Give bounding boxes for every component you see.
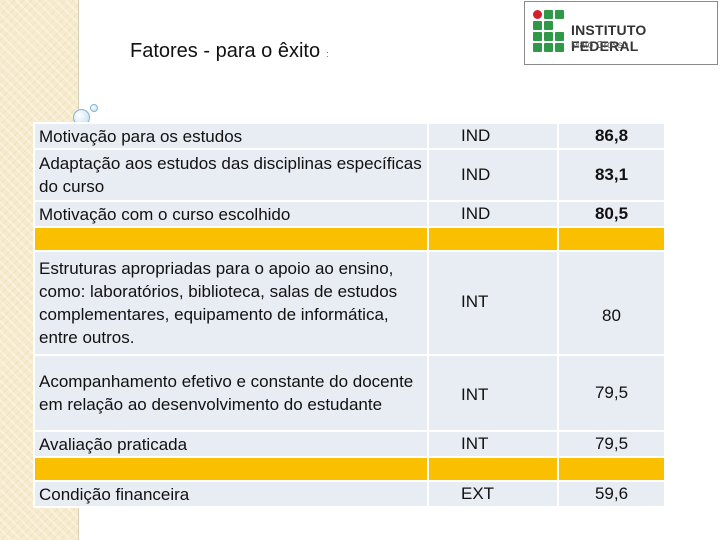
success-factors-table: Motivação para os estudos IND 86,8 Adapt…	[33, 122, 666, 508]
page-title: Fatores - para o êxito:	[130, 40, 329, 63]
page-title-text: Fatores - para o êxito	[130, 40, 321, 62]
table-row: Motivação para os estudos IND 86,8	[33, 122, 666, 150]
separator-cell	[427, 456, 559, 482]
type-cell: IND	[427, 200, 559, 228]
value-cell: 79,5	[557, 354, 666, 432]
table-row: Estruturas apropriadas para o apoio ao e…	[33, 250, 666, 356]
table-row: Acompanhamento efetivo e constante do do…	[33, 354, 666, 432]
type-cell: INT	[427, 250, 559, 356]
page-title-suffix: :	[326, 49, 329, 59]
value-cell: 80	[557, 250, 666, 356]
value-cell: 59,6	[557, 480, 666, 508]
factor-cell: Motivação para os estudos	[33, 122, 429, 150]
type-cell: IND	[427, 148, 559, 202]
separator-cell	[557, 226, 666, 252]
separator-cell	[33, 226, 429, 252]
separator-cell	[33, 456, 429, 482]
table-row: Adaptação aos estudos das disciplinas es…	[33, 148, 666, 202]
value-cell: 80,5	[557, 200, 666, 228]
factor-cell: Acompanhamento efetivo e constante do do…	[33, 354, 429, 432]
separator-cell	[427, 226, 559, 252]
type-cell: INT	[427, 430, 559, 458]
table-row: Condição financeira EXT 59,6	[33, 480, 666, 508]
value-cell: 79,5	[557, 430, 666, 458]
factor-cell: Adaptação aos estudos das disciplinas es…	[33, 148, 429, 202]
table-row: Motivação com o curso escolhido IND 80,5	[33, 200, 666, 228]
decorative-bubble-small	[90, 104, 98, 112]
separator-cell	[557, 456, 666, 482]
logo-title: INSTITUTO FEDERAL	[571, 22, 647, 54]
separator-row	[33, 226, 666, 252]
value-cell: 86,8	[557, 122, 666, 150]
table-row: Avaliação praticada INT 79,5	[33, 430, 666, 458]
factor-cell: Avaliação praticada	[33, 430, 429, 458]
logo-subtitle: Mato Grosso	[571, 40, 629, 51]
logo-grid-icon	[533, 10, 564, 56]
value-cell: 83,1	[557, 148, 666, 202]
separator-row	[33, 456, 666, 482]
factor-cell: Estruturas apropriadas para o apoio ao e…	[33, 250, 429, 356]
factor-cell: Condição financeira	[33, 480, 429, 508]
type-cell: EXT	[427, 480, 559, 508]
type-cell: INT	[427, 354, 559, 432]
type-cell: IND	[427, 122, 559, 150]
institution-logo: INSTITUTO FEDERAL Mato Grosso	[524, 1, 718, 65]
factor-cell: Motivação com o curso escolhido	[33, 200, 429, 228]
